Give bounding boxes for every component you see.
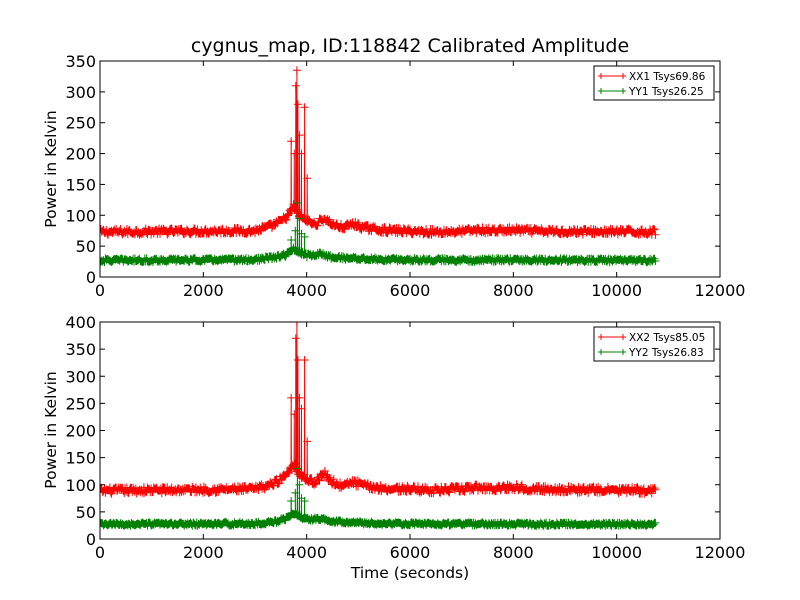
bottom-ticks: 0 2000 4000 6000 8000 10000 12000 0 50 100 150 200 2… bbox=[65, 313, 745, 562]
bottom-y-axis-label: Power in Kelvin bbox=[42, 371, 60, 488]
x-tick-label: 10000 bbox=[591, 281, 642, 300]
x-tick-label: 2000 bbox=[183, 543, 224, 562]
y-tick-label: 50 bbox=[76, 503, 96, 522]
top-plot-area bbox=[100, 66, 660, 267]
x-tick-label: 12000 bbox=[695, 543, 746, 562]
x-tick-label: 4000 bbox=[286, 543, 327, 562]
top-axes: 0 2000 4000 6000 8000 10000 12000 0 50 100 150 200 2… bbox=[42, 52, 745, 300]
legend-label: XX1 Tsys69.86 bbox=[629, 71, 706, 83]
legend-marker bbox=[598, 88, 626, 94]
legend-marker bbox=[598, 73, 626, 79]
y-tick-label: 400 bbox=[65, 313, 96, 332]
legend-box bbox=[593, 65, 715, 101]
x-tick-label: 8000 bbox=[493, 543, 534, 562]
x-tick-label: 2000 bbox=[183, 281, 224, 300]
legend-label: YY1 Tsys26.25 bbox=[628, 86, 704, 98]
x-tick-label: 6000 bbox=[390, 281, 431, 300]
y-tick-label: 0 bbox=[86, 268, 96, 287]
series-markers-1 bbox=[100, 322, 660, 498]
x-axis-label: Time (seconds) bbox=[350, 564, 469, 582]
x-tick-label: 6000 bbox=[390, 543, 431, 562]
bottom-plot-area bbox=[100, 322, 660, 530]
x-tick-label: 8000 bbox=[493, 281, 534, 300]
y-tick-label: 350 bbox=[65, 52, 96, 71]
x-tick-label: 10000 bbox=[591, 543, 642, 562]
y-tick-label: 300 bbox=[65, 367, 96, 386]
series-markers-1 bbox=[100, 66, 660, 239]
y-tick-label: 300 bbox=[65, 83, 96, 102]
y-tick-label: 150 bbox=[65, 449, 96, 468]
top-ticks: 0 2000 4000 6000 8000 10000 12000 0 50 100 150 200 2… bbox=[65, 52, 745, 300]
top-y-axis-label: Power in Kelvin bbox=[42, 110, 60, 227]
x-tick-label: 12000 bbox=[695, 281, 746, 300]
x-tick-label: 0 bbox=[95, 281, 105, 300]
top-legend: XX1 Tsys69.86 YY1 Tsys26.25 bbox=[593, 65, 715, 101]
series-markers-2 bbox=[100, 464, 660, 530]
y-tick-label: 50 bbox=[76, 237, 96, 256]
chart-title: cygnus_map, ID:118842 Calibrated Amplitu… bbox=[191, 35, 629, 57]
legend-marker bbox=[598, 349, 626, 355]
x-tick-label: 0 bbox=[95, 543, 105, 562]
y-tick-label: 100 bbox=[65, 476, 96, 495]
y-tick-label: 350 bbox=[65, 340, 96, 359]
x-tick-label: 4000 bbox=[286, 281, 327, 300]
bottom-legend: XX2 Tsys85.05 YY2 Tsys26.83 bbox=[593, 326, 715, 362]
legend-box bbox=[593, 326, 715, 362]
y-tick-label: 200 bbox=[65, 422, 96, 441]
y-tick-label: 150 bbox=[65, 175, 96, 194]
legend-label: XX2 Tsys85.05 bbox=[629, 332, 705, 344]
y-tick-label: 250 bbox=[65, 394, 96, 413]
legend-marker bbox=[598, 334, 626, 340]
y-tick-label: 250 bbox=[65, 114, 96, 133]
series-markers-2 bbox=[100, 198, 660, 267]
y-tick-label: 100 bbox=[65, 206, 96, 225]
y-tick-label: 200 bbox=[65, 145, 96, 164]
legend-label: YY2 Tsys26.83 bbox=[628, 347, 704, 359]
bottom-axes: 0 2000 4000 6000 8000 10000 12000 0 50 100 150 200 2… bbox=[42, 313, 745, 562]
y-tick-label: 0 bbox=[86, 530, 96, 549]
